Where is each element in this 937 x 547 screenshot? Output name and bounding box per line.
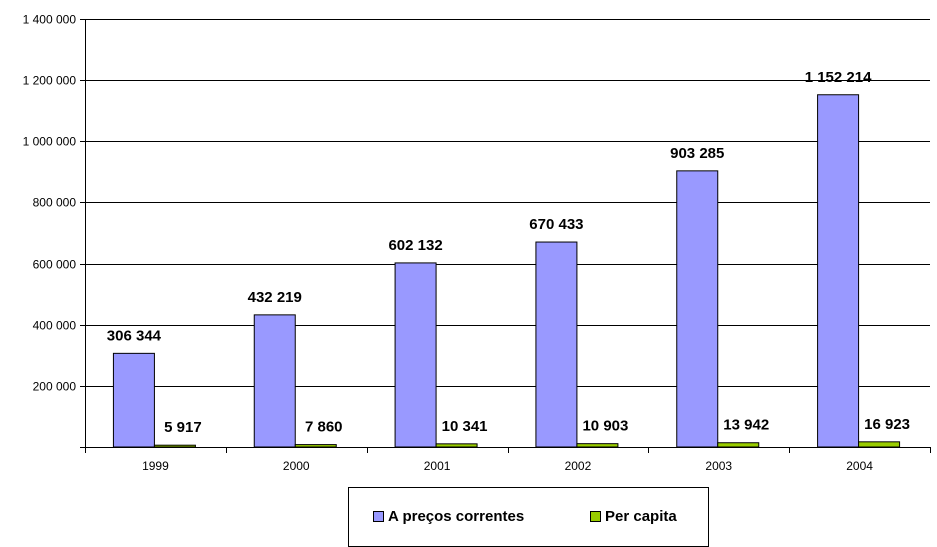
bar-a-precos-correntes — [676, 170, 719, 448]
data-label: 1 152 214 — [805, 69, 872, 86]
bar-a-precos-correntes — [817, 94, 860, 448]
data-labels: 306 344 5 917 432 219 7 860 602 132 10 341 670… — [107, 69, 910, 436]
x-tick-label: 1999 — [142, 459, 169, 473]
x-axis: 1999 2000 2001 2002 2003 2004 — [80, 447, 931, 473]
data-label: 306 344 — [107, 327, 162, 344]
gridlines — [85, 19, 930, 387]
data-label: 432 219 — [248, 289, 302, 306]
legend-item-per-capita: Per capita — [590, 508, 677, 525]
bar-per-capita — [153, 444, 196, 448]
data-label: 16 923 — [864, 416, 910, 433]
data-label: 10 903 — [582, 418, 628, 435]
data-label: 903 285 — [670, 145, 724, 162]
y-axis: 200 000 400 000 600 000 800 000 1 000 000 1 2… — [23, 13, 86, 447]
bar-series — [112, 94, 901, 448]
legend-label-per-capita: Per capita — [605, 508, 677, 525]
data-label: 5 917 — [164, 419, 202, 436]
y-tick-label: 200 000 — [33, 380, 77, 394]
bar-per-capita — [858, 441, 901, 448]
y-tick-label: 1 000 000 — [23, 135, 77, 149]
bar-a-precos-correntes — [394, 262, 437, 448]
x-tick-label: 2001 — [424, 459, 451, 473]
data-label: 13 942 — [723, 417, 769, 434]
data-label: 670 433 — [529, 216, 583, 233]
legend-swatch-per-capita — [590, 511, 601, 522]
x-tick-label: 2003 — [705, 459, 732, 473]
x-tick-label: 2000 — [283, 459, 310, 473]
bar-chart: 200 000 400 000 600 000 800 000 1 000 000 1 2… — [23, 13, 931, 473]
y-tick-label: 800 000 — [33, 196, 77, 210]
bar-a-precos-correntes — [112, 352, 155, 448]
legend-swatch-a-precos-correntes — [373, 511, 384, 522]
y-tick-label: 1 400 000 — [23, 13, 77, 27]
y-tick-label: 400 000 — [33, 319, 77, 333]
bar-per-capita — [576, 443, 619, 448]
y-tick-label: 1 200 000 — [23, 74, 77, 88]
data-label: 7 860 — [305, 419, 343, 436]
bar-per-capita — [294, 444, 337, 448]
legend-label-a-precos-correntes: A preços correntes — [388, 508, 525, 525]
legend-item-a-precos-correntes: A preços correntes — [373, 508, 524, 525]
bar-per-capita — [435, 443, 478, 448]
y-tick-label: 600 000 — [33, 258, 77, 272]
bar-a-precos-correntes — [253, 314, 296, 448]
legend: A preços correntes Per capita — [348, 487, 709, 547]
x-tick-label: 2004 — [846, 459, 873, 473]
data-label: 10 341 — [442, 418, 488, 435]
x-tick-label: 2002 — [565, 459, 592, 473]
data-label: 602 132 — [388, 237, 442, 254]
bar-a-precos-correntes — [535, 241, 578, 448]
bar-per-capita — [717, 442, 760, 448]
